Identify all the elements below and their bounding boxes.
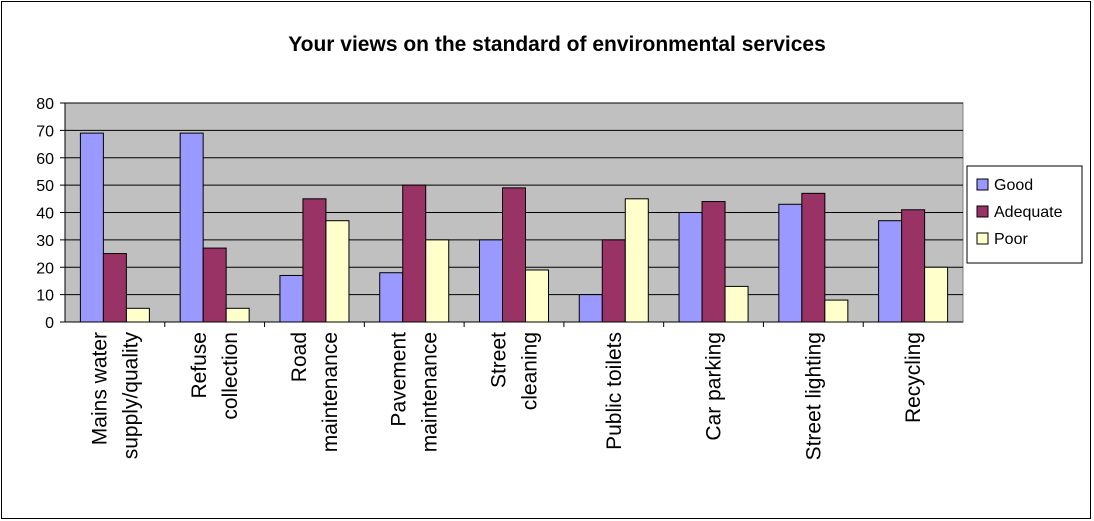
x-category-label: Mains water: [88, 332, 111, 445]
y-tick-label: 10: [36, 288, 54, 305]
bar-adequate: [502, 187, 526, 323]
x-category-label: Street: [488, 332, 511, 388]
bar-good: [279, 274, 304, 323]
y-tick-label: 60: [36, 151, 54, 168]
bar-adequate: [202, 247, 227, 323]
bar-poor: [325, 220, 350, 323]
bar-poor: [225, 307, 250, 323]
y-tick-label: 50: [36, 178, 54, 195]
legend-label-adequate: Adequate: [994, 204, 1063, 221]
bar-adequate: [302, 198, 327, 323]
bar-good: [79, 132, 104, 323]
legend-swatch-good: [976, 178, 989, 191]
x-category-label: Refuse: [188, 332, 211, 399]
bar-good: [778, 203, 803, 323]
x-category-label: Road: [288, 332, 311, 382]
x-category-label: Recycling: [902, 332, 925, 423]
bar-poor: [624, 198, 649, 323]
y-tick-label: 20: [36, 260, 54, 277]
x-category-label: Car parking: [703, 332, 726, 441]
x-category-label: maintenance: [419, 332, 442, 452]
bar-poor: [125, 307, 150, 323]
bar-adequate: [402, 184, 427, 323]
bar-poor: [824, 299, 849, 323]
legend-swatch-adequate: [976, 205, 989, 218]
bar-good: [578, 294, 603, 323]
x-category-label: maintenance: [319, 332, 342, 452]
bar-poor: [924, 266, 949, 323]
x-category-label: collection: [219, 332, 242, 420]
bar-poor: [724, 285, 749, 323]
bar-poor: [525, 269, 549, 323]
legend-swatch-poor: [976, 232, 989, 245]
chart-title: Your views on the standard of environmen…: [288, 33, 826, 56]
y-tick-label: 70: [36, 123, 54, 140]
bar-adequate: [701, 201, 726, 323]
x-category-label: cleaning: [519, 332, 542, 410]
bar-good: [379, 272, 404, 323]
bar-good: [878, 220, 903, 323]
y-tick-label: 0: [45, 315, 54, 332]
x-category-label: supply/quality: [119, 332, 142, 460]
x-category-label: Public toilets: [603, 332, 626, 450]
y-tick-label: 80: [36, 96, 54, 113]
bar-adequate: [102, 253, 127, 323]
y-tick-label: 40: [36, 206, 54, 223]
legend-label-poor: Poor: [994, 231, 1028, 248]
y-tick-label: 30: [36, 233, 54, 250]
x-category-label: Pavement: [388, 332, 411, 427]
bar-good: [179, 132, 204, 323]
bar-good: [479, 239, 503, 323]
bar-adequate: [801, 192, 826, 323]
x-category-label: Street lighting: [802, 332, 825, 460]
legend-label-good: Good: [994, 177, 1033, 194]
bar-adequate: [601, 239, 626, 323]
bar-poor: [425, 239, 450, 323]
bar-adequate: [901, 209, 926, 323]
bar-good: [678, 212, 703, 323]
